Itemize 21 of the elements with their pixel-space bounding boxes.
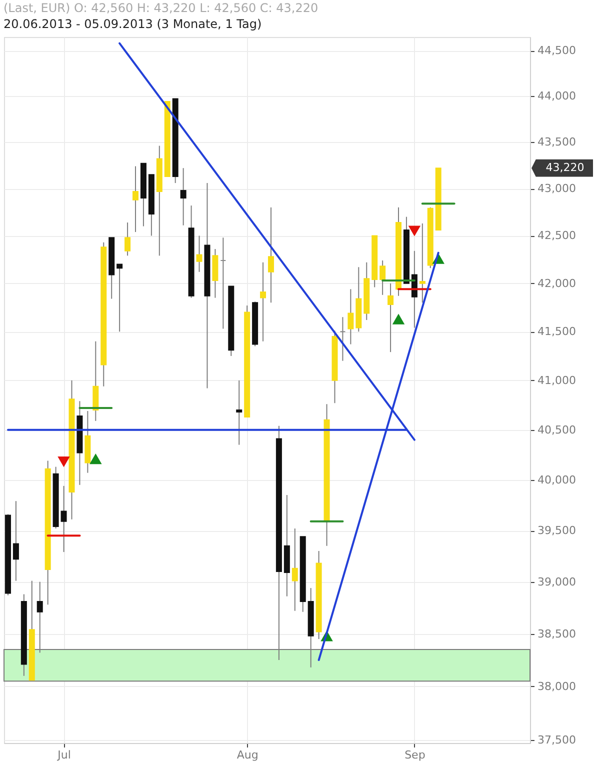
x-tick-label: Aug xyxy=(236,748,258,762)
x-tick-label: Jul xyxy=(56,748,71,762)
y-tick-label: 38,500 xyxy=(538,627,576,640)
y-tick-label: 43,000 xyxy=(538,182,576,196)
y-tick-label: 39,000 xyxy=(538,575,576,588)
text: 43,220 xyxy=(546,161,584,174)
y-tick-label: 42,000 xyxy=(538,276,576,290)
y-tick-label: 40,000 xyxy=(538,473,576,486)
y-tick-label: 44,500 xyxy=(538,44,576,58)
y-tick-label: 41,000 xyxy=(538,374,576,387)
y-tick-label: 39,500 xyxy=(538,524,576,538)
y-tick-label: 41,500 xyxy=(538,325,576,338)
chart-subtitle: 20.06.2013 - 05.09.2013 (3 Monate, 1 Tag) xyxy=(4,17,262,31)
x-tick-label: Sep xyxy=(404,748,426,762)
y-tick-label: 40,500 xyxy=(538,423,576,436)
y-tick-label: 37,500 xyxy=(538,733,576,746)
y-tick-label: 38,000 xyxy=(538,680,576,693)
chart-title: (Last, EUR) O: 42,560 H: 43,220 L: 42,560 C: 43,220 xyxy=(4,1,318,15)
y-tick-label: 42,500 xyxy=(538,229,576,242)
y-tick-label: 44,000 xyxy=(538,90,576,103)
y-tick-label: 43,500 xyxy=(538,136,576,149)
